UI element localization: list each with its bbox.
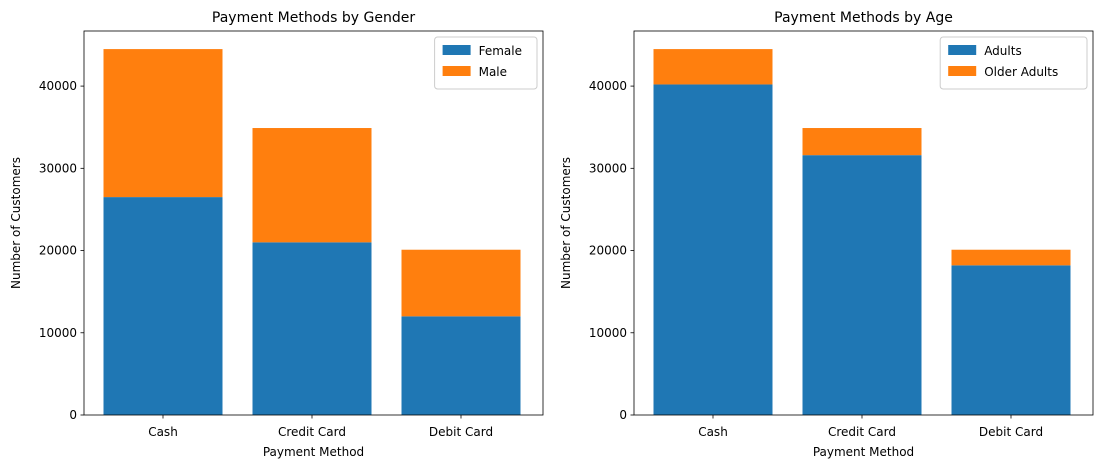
legend-swatch-older-adults [948,66,977,76]
chart-payment-by-age: Payment Methods by Age 0 10000 20000 30000 40… [559,10,1094,459]
legend-label-male: Male [479,65,507,79]
chart-title: Payment Methods by Gender [212,10,415,26]
y-tick-label: 20000 [39,244,77,258]
chart-title: Payment Methods by Age [774,10,953,26]
y-tick-label: 0 [69,408,77,422]
x-tick-label: Cash [698,425,728,439]
y-tick-label: 40000 [39,79,77,93]
y-tick-label: 20000 [589,244,627,258]
bar-male-credit-card [252,128,372,243]
bar-older-adults-debit-card [951,249,1071,266]
y-axis-label: Number of Customers [559,157,573,289]
y-tick-label: 0 [619,408,627,422]
chart-payment-by-gender: Payment Methods by Gender 0 10000 20000 3000… [9,10,544,459]
x-axis-label: Payment Method [263,445,364,459]
x-tick-label: Debit Card [979,425,1043,439]
bar-male-cash [103,49,223,198]
y-tick-label: 10000 [39,326,77,340]
y-tick-label: 30000 [589,161,627,175]
legend-label-female: Female [479,44,522,58]
x-tick-label: Credit Card [278,425,346,439]
bar-older-adults-cash [653,49,773,85]
legend-box [939,36,1088,90]
bar-male-debit-card [401,249,521,317]
x-tick-label: Debit Card [429,425,493,439]
bar-female-cash [103,197,223,415]
bar-adults-cash [653,84,773,415]
legend: Adults Older Adults [939,36,1088,90]
x-tick-label: Cash [148,425,178,439]
bar-older-adults-credit-card [802,128,922,156]
bar-adults-credit-card [802,155,922,416]
y-tick-label: 10000 [589,326,627,340]
bar-adults-debit-card [951,265,1071,415]
x-tick-label: Credit Card [828,425,896,439]
bar-female-debit-card [401,316,521,415]
legend: Female Male [434,36,538,90]
x-axis-label: Payment Method [813,445,914,459]
axes-frame [83,30,544,416]
legend-swatch-female [442,45,471,55]
y-axis-label: Number of Customers [9,157,23,289]
y-tick-label: 40000 [589,79,627,93]
legend-label-adults: Adults [984,44,1022,58]
legend-swatch-adults [948,45,977,55]
legend-swatch-male [442,66,471,76]
y-tick-label: 30000 [39,161,77,175]
axes-frame [633,30,1094,416]
legend-label-older-adults: Older Adults [984,65,1058,79]
bar-female-credit-card [252,242,372,415]
